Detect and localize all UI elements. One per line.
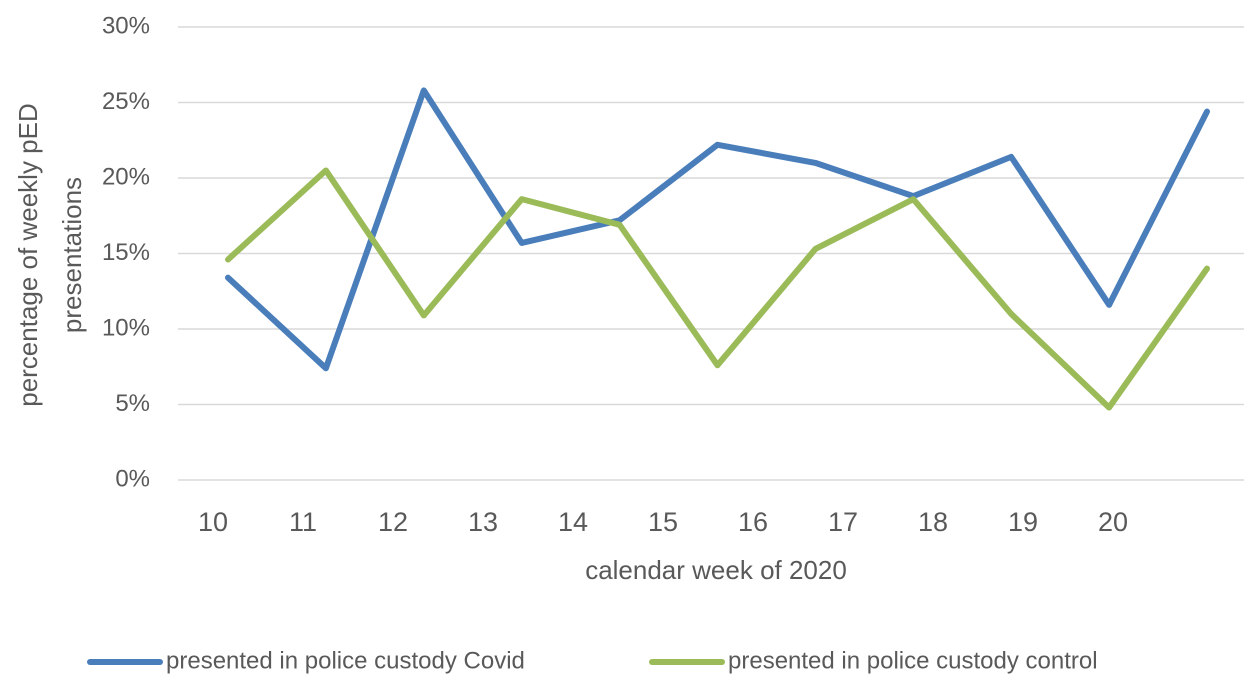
x-tick-label: 13 [468,507,498,537]
x-axis-label: calendar week of 2020 [585,555,847,585]
x-tick-label: 19 [1008,507,1038,537]
x-tick-label: 12 [378,507,408,537]
x-tick-label: 18 [918,507,948,537]
x-tick-label: 14 [558,507,588,537]
y-tick-label: 25% [102,88,150,115]
y-tick-label: 30% [102,12,150,39]
series-line [225,87,1210,372]
y-tick-label: 15% [102,239,150,266]
y-tick-label: 10% [102,314,150,341]
x-tick-label: 11 [289,507,317,537]
legend-label: presented in police custody Covid [166,647,525,674]
legend-label: presented in police custody control [728,647,1098,674]
x-tick-label: 10 [198,507,228,537]
y-tick-label: 0% [115,465,150,492]
y-tick-label: 5% [115,390,150,417]
y-tick-label: 20% [102,163,150,190]
x-tick-label: 16 [738,507,768,537]
x-tick-label: 17 [828,507,858,537]
y-axis-label: percentage of weekly pED presentations [13,103,87,407]
x-tick-label: 20 [1098,507,1128,537]
series-line [225,167,1210,411]
x-tick-label: 15 [648,507,678,537]
